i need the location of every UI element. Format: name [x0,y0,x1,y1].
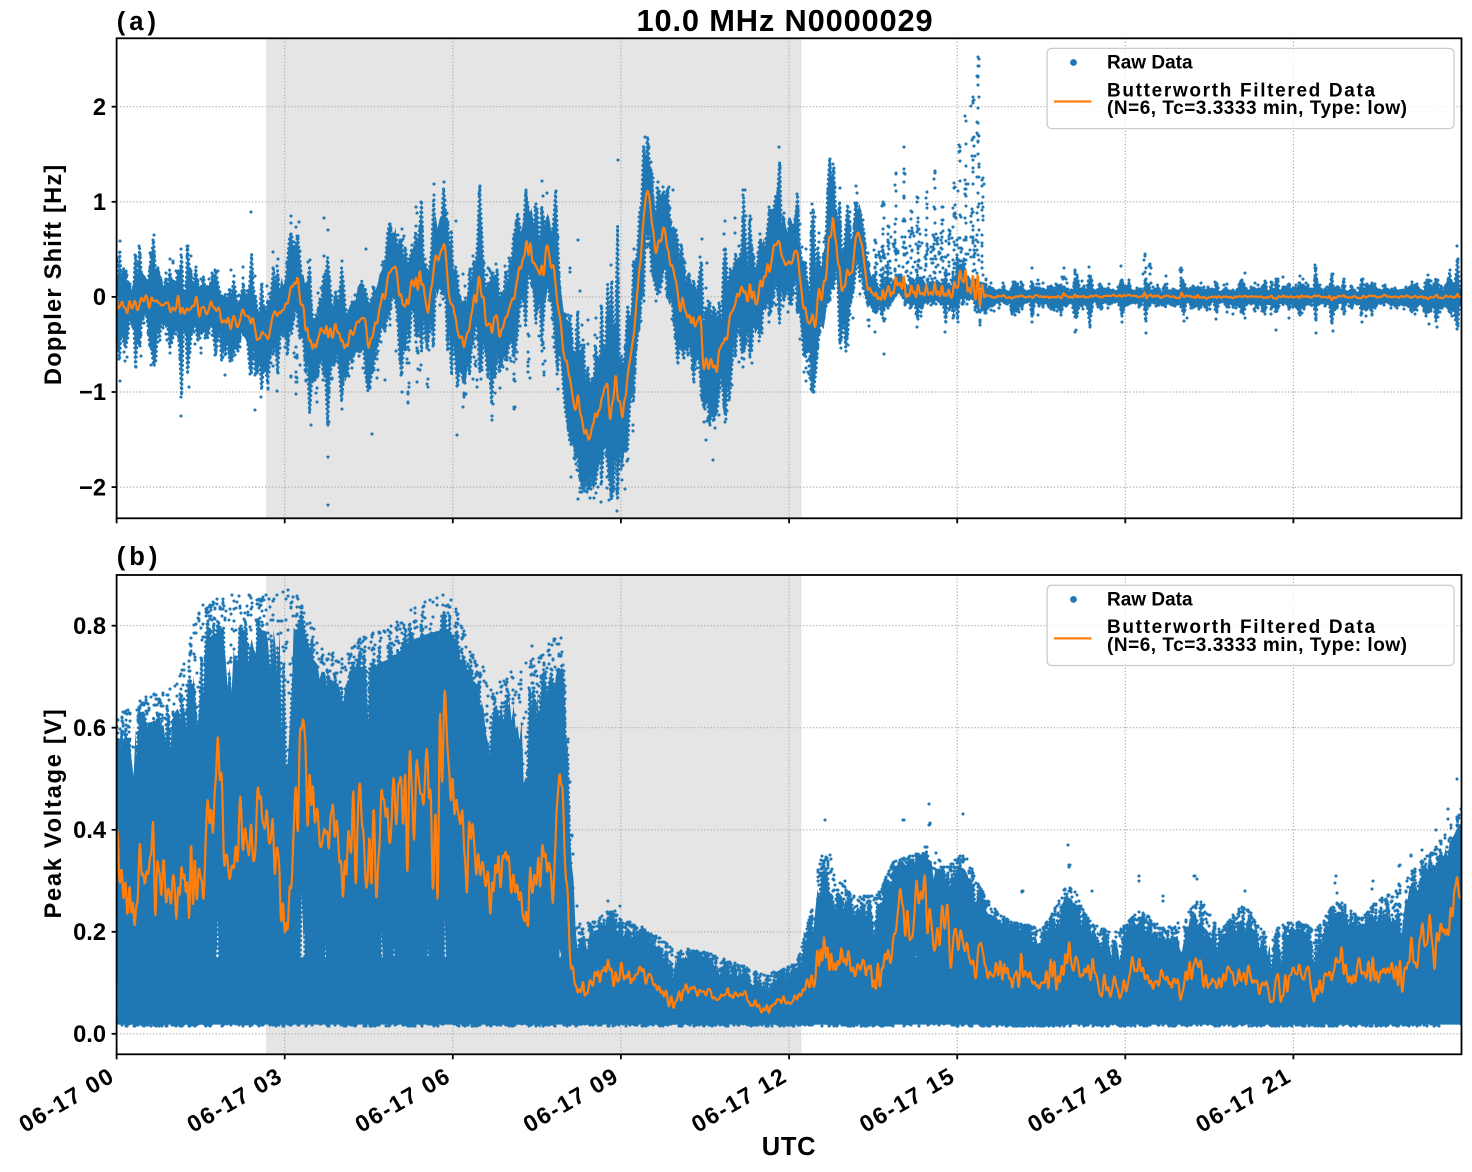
svg-text:−2: −2 [79,475,106,501]
svg-text:(N=6, Tc=3.3333 min, Type: low: (N=6, Tc=3.3333 min, Type: low) [1107,98,1408,119]
svg-text:10.0 MHz N0000029: 10.0 MHz N0000029 [637,3,934,38]
svg-text:−1: −1 [79,380,106,406]
svg-text:0.6: 0.6 [73,716,106,742]
svg-text:UTC: UTC [762,1133,817,1161]
svg-text:Doppler Shift [Hz]: Doppler Shift [Hz] [41,163,67,385]
svg-text:(N=6, Tc=3.3333 min, Type: low: (N=6, Tc=3.3333 min, Type: low) [1107,635,1408,656]
svg-text:Raw Data: Raw Data [1107,589,1193,610]
svg-text:0: 0 [93,285,106,311]
svg-text:0.8: 0.8 [73,614,106,640]
svg-text:0.0: 0.0 [73,1022,106,1048]
svg-text:2: 2 [93,95,106,121]
svg-text:Butterworth Filtered Data: Butterworth Filtered Data [1107,617,1377,638]
svg-text:Peak Voltage [V]: Peak Voltage [V] [41,707,67,918]
svg-text:(b): (b) [117,543,162,571]
svg-text:1: 1 [93,190,106,216]
svg-text:Raw Data: Raw Data [1107,53,1193,74]
svg-text:0.4: 0.4 [73,818,107,844]
svg-text:(a): (a) [117,8,160,36]
svg-text:Butterworth Filtered Data: Butterworth Filtered Data [1107,80,1377,101]
svg-text:0.2: 0.2 [73,920,106,946]
